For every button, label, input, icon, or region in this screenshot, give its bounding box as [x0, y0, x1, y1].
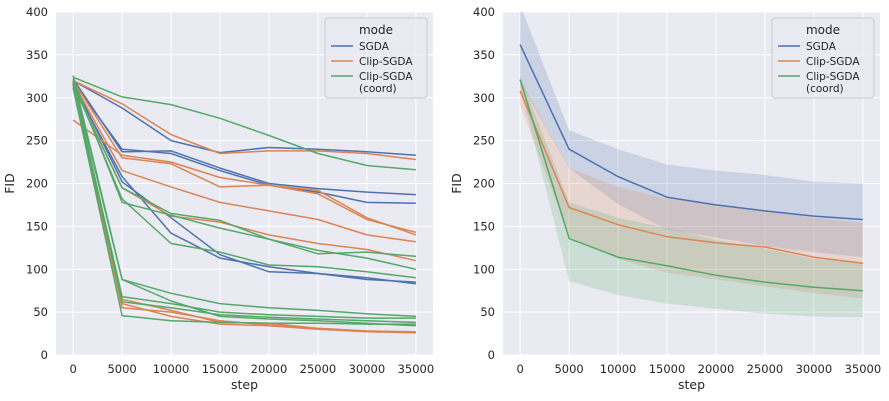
y-tick-label: 400	[473, 5, 495, 19]
legend-label: (coord)	[806, 83, 844, 95]
legend-title: mode	[806, 23, 840, 37]
x-tick-label: 10000	[600, 362, 637, 376]
x-tick-label: 30000	[349, 362, 386, 376]
y-tick-label: 300	[26, 91, 48, 105]
legend-label: Clip-SGDA	[359, 71, 413, 83]
series-line	[72, 80, 417, 236]
x-tick-label: 5000	[554, 362, 583, 376]
legend-label: Clip-SGDA	[806, 56, 860, 68]
legend-label: Clip-SGDA	[806, 71, 860, 83]
series-line	[72, 80, 416, 318]
x-tick-label: 20000	[698, 362, 735, 376]
x-tick-label: 30000	[796, 362, 833, 376]
series-line	[72, 79, 416, 156]
series-line	[72, 85, 416, 258]
legend-label: SGDA	[359, 41, 390, 53]
series-line	[72, 82, 416, 319]
y-tick-label: 400	[26, 5, 48, 19]
series-line	[72, 75, 416, 327]
y-axis-label: FID	[449, 173, 464, 194]
y-tick-label: 350	[473, 48, 495, 62]
series-line	[72, 81, 416, 204]
y-tick-label: 250	[26, 134, 48, 148]
series-line	[72, 76, 416, 171]
x-tick-label: 20000	[251, 362, 288, 376]
x-tick-label: 25000	[747, 362, 784, 376]
y-tick-label: 100	[473, 262, 495, 276]
x-tick-label: 35000	[845, 362, 882, 376]
legend-frame	[324, 17, 428, 99]
series-line	[72, 78, 417, 271]
y-tick-label: 0	[41, 348, 48, 362]
legend-frame	[771, 17, 875, 99]
legend-label: (coord)	[359, 83, 397, 95]
series-line	[72, 81, 416, 285]
series-line	[519, 90, 863, 264]
x-tick-label: 15000	[649, 362, 686, 376]
series-line	[72, 84, 416, 283]
y-tick-label: 200	[26, 177, 48, 191]
x-tick-label: 10000	[153, 362, 190, 376]
legend-label: SGDA	[806, 41, 837, 53]
plot-area	[519, 12, 863, 318]
series-line	[72, 81, 417, 243]
y-axis-label: FID	[2, 173, 17, 194]
series-line	[72, 87, 416, 325]
confidence-band	[520, 75, 863, 318]
y-tick-label: 50	[480, 305, 495, 319]
y-tick-label: 200	[473, 177, 495, 191]
x-axis-label: step	[231, 377, 258, 392]
chart-panel-1: 0 50 100 150 200 250 300 350 400 0 5000 10000 15000 2…	[2, 5, 434, 392]
x-tick-label: 0	[69, 362, 76, 376]
confidence-band	[520, 12, 863, 258]
chart-panel-2: 0 50 100 150 200 250 300 350 400 0 5000 10000 15000 2…	[449, 5, 881, 392]
x-axis-label: step	[678, 377, 705, 392]
y-tick-label: 100	[26, 262, 48, 276]
y-tick-label: 300	[473, 91, 495, 105]
series-line	[519, 79, 863, 292]
y-tick-label: 350	[26, 48, 48, 62]
y-tick-label: 50	[33, 305, 48, 319]
series-line	[72, 83, 416, 324]
x-tick-label: 5000	[107, 362, 136, 376]
y-tick-label: 150	[26, 219, 48, 233]
legend-label: Clip-SGDA	[359, 56, 413, 68]
series-line	[72, 119, 417, 234]
x-tick-label: 25000	[300, 362, 337, 376]
series-line	[72, 78, 416, 196]
x-tick-label: 15000	[202, 362, 239, 376]
confidence-band	[520, 78, 863, 299]
y-tick-label: 150	[473, 219, 495, 233]
plot-area	[72, 75, 417, 334]
y-tick-label: 0	[488, 348, 495, 362]
series-line	[72, 87, 416, 334]
series-line	[519, 44, 863, 221]
y-tick-label: 250	[473, 134, 495, 148]
x-tick-label: 0	[516, 362, 523, 376]
series-line	[72, 79, 416, 161]
series-line	[72, 82, 416, 279]
x-tick-label: 35000	[398, 362, 435, 376]
legend-title: mode	[359, 23, 393, 37]
